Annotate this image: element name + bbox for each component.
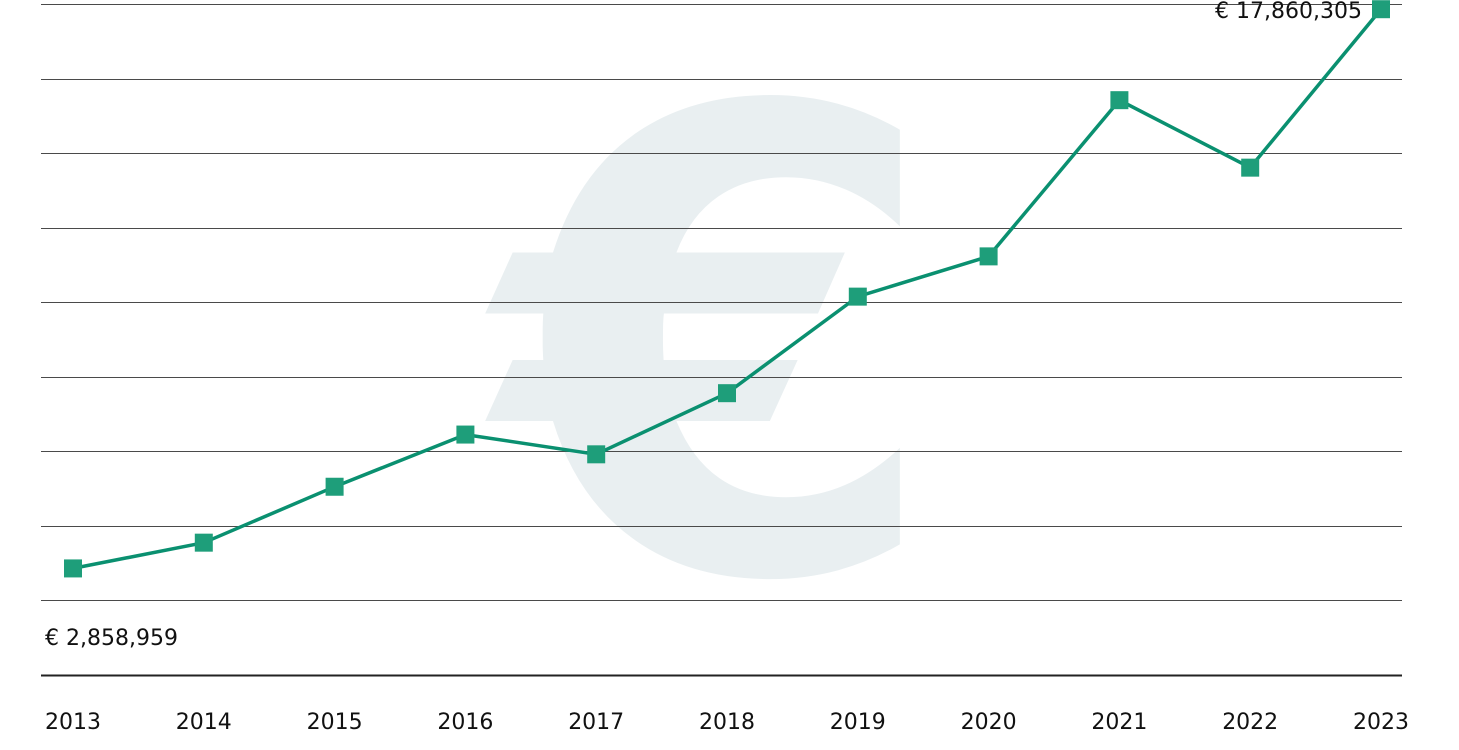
x-tick-label-2013: 2013 <box>45 710 101 735</box>
x-tick-label-2016: 2016 <box>437 710 493 735</box>
data-point-2023 <box>1372 0 1390 19</box>
x-tick-label-2021: 2021 <box>1091 710 1147 735</box>
euro-watermark-icon: € <box>477 0 942 721</box>
x-tick-label-2014: 2014 <box>176 710 232 735</box>
data-point-2020 <box>979 247 998 266</box>
x-axis-tick-labels: 2013 2014 2015 2016 2017 2018 2019 2020 2021 2022… <box>45 710 1409 735</box>
series-markers <box>64 0 1390 578</box>
data-point-2018 <box>718 384 736 403</box>
gridlines <box>41 4 1402 677</box>
data-point-2013 <box>64 559 82 578</box>
data-point-2021 <box>1110 91 1129 110</box>
data-point-2017 <box>587 445 606 464</box>
data-point-2019 <box>848 287 867 306</box>
x-tick-label-2023: 2023 <box>1353 710 1409 735</box>
data-point-2014 <box>194 533 213 552</box>
x-tick-label-2019: 2019 <box>830 710 886 735</box>
data-label-2013: € 2,858,959 <box>45 626 178 651</box>
data-label-2023: € 17,860,305 <box>1215 0 1362 24</box>
x-tick-label-2017: 2017 <box>568 710 624 735</box>
x-tick-label-2020: 2020 <box>961 710 1017 735</box>
data-point-2016 <box>456 425 475 444</box>
x-tick-label-2018: 2018 <box>699 710 755 735</box>
data-labels: € 2,858,959 € 17,860,305 <box>45 0 1362 651</box>
x-tick-label-2022: 2022 <box>1222 710 1278 735</box>
x-tick-label-2015: 2015 <box>307 710 363 735</box>
data-point-2015 <box>325 477 344 496</box>
data-point-2022 <box>1241 158 1260 177</box>
